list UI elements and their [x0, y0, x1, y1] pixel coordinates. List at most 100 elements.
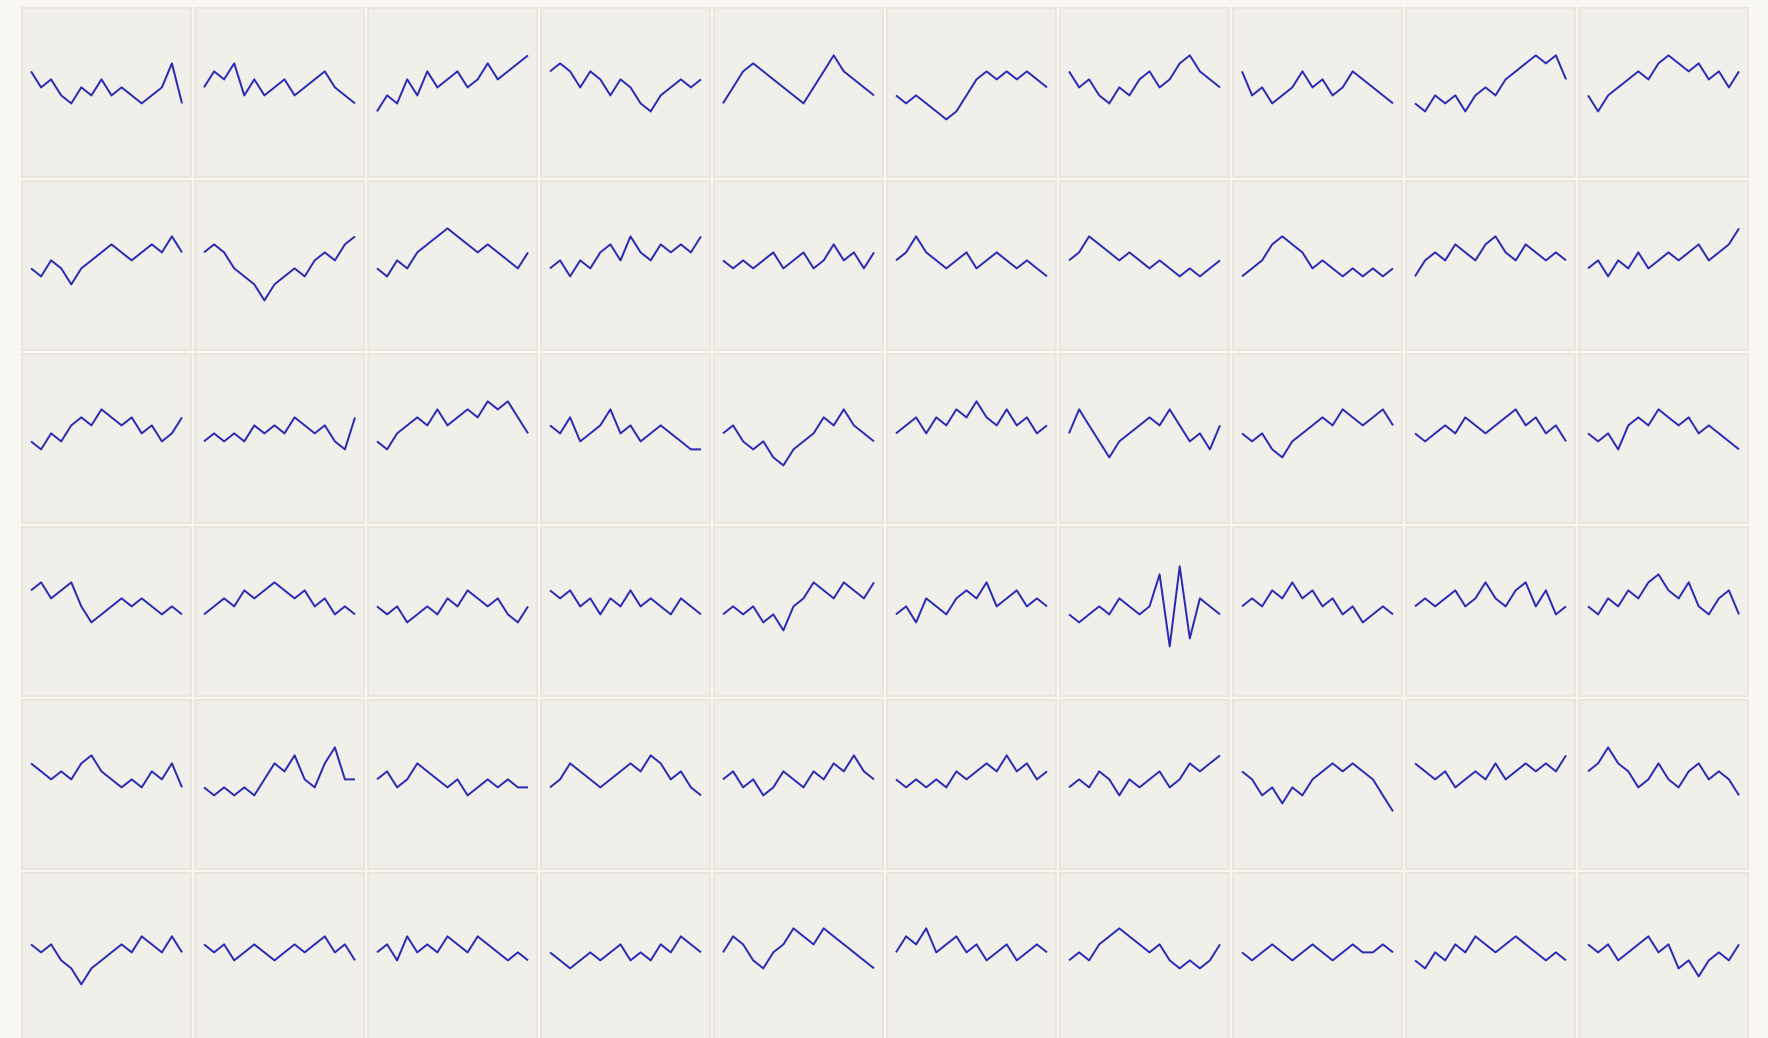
sparkline: [722, 54, 875, 105]
panel: [194, 353, 365, 524]
panel: [886, 526, 1057, 697]
sparkline: [549, 62, 702, 113]
sparkline: [376, 589, 529, 624]
sparkline: [203, 235, 356, 302]
sparkline: [895, 754, 1048, 789]
panel: [1578, 353, 1749, 524]
sparkline: [30, 408, 183, 451]
panel: [194, 526, 365, 697]
panel: [713, 353, 884, 524]
panel: [886, 180, 1057, 351]
sparkline: [722, 927, 875, 970]
sparkline: [1587, 573, 1740, 616]
panel: [540, 526, 711, 697]
sparkline: [895, 581, 1048, 624]
sparkline: [1068, 54, 1221, 105]
panel: [886, 872, 1057, 1038]
panel: [886, 699, 1057, 870]
sparkline: [895, 400, 1048, 435]
sparkline: [1241, 762, 1394, 812]
panel: [1232, 526, 1403, 697]
panel: [194, 180, 365, 351]
panel: [1059, 872, 1230, 1038]
panel: [713, 7, 884, 178]
sparkline: [1414, 754, 1567, 789]
sparkline: [1241, 581, 1394, 624]
sparkline: [549, 589, 702, 616]
sparkline: [549, 754, 702, 797]
panel: [1059, 7, 1230, 178]
sparkline: [30, 754, 183, 789]
panel: [540, 699, 711, 870]
sparkline: [1587, 54, 1740, 113]
sparkline: [722, 243, 875, 270]
panel: [540, 353, 711, 524]
sparkline: [722, 408, 875, 467]
sparkline: [376, 762, 528, 797]
panel: [194, 7, 365, 178]
panel: [21, 180, 192, 351]
panel: [194, 699, 365, 870]
panel: [713, 180, 884, 351]
sparkline: [895, 70, 1048, 121]
sparkline: [203, 62, 356, 105]
panel: [367, 526, 538, 697]
sparkline: [30, 235, 183, 286]
panel: [367, 7, 538, 178]
panel: [1405, 353, 1576, 524]
panel: [540, 872, 711, 1038]
panel: [21, 7, 192, 178]
sparkline: [1414, 235, 1567, 277]
sparkline: [1587, 746, 1740, 796]
sparkline: [1414, 54, 1567, 113]
panel: [1232, 353, 1403, 524]
sparkline: [1068, 754, 1221, 797]
panel: [21, 699, 192, 870]
sparkline: [549, 408, 701, 451]
panel: [367, 872, 538, 1038]
sparkline: [1587, 227, 1740, 278]
sparkline: [1414, 408, 1567, 443]
panel: [1578, 872, 1749, 1038]
panel: [1578, 699, 1749, 870]
panel: [713, 872, 884, 1038]
panel: [1405, 872, 1576, 1038]
sparkline: [376, 400, 529, 451]
panel: [1578, 526, 1749, 697]
sparkline: [722, 581, 875, 632]
panel: [1232, 872, 1403, 1038]
sparkline: [1241, 943, 1394, 962]
sparkline: [722, 754, 875, 797]
sparkline: [30, 935, 183, 986]
panel: [886, 353, 1057, 524]
sparkline: [1068, 408, 1221, 459]
sparkline: [549, 935, 702, 970]
sparkline: [549, 235, 702, 278]
sparkline: [1587, 935, 1740, 978]
sparkline: [1068, 235, 1221, 278]
sparkline: [1068, 927, 1221, 970]
panel: [713, 526, 884, 697]
sparkline: [1068, 565, 1221, 648]
panel: [540, 7, 711, 178]
panel: [1232, 699, 1403, 870]
sparkline: [1414, 935, 1567, 970]
panel: [1232, 7, 1403, 178]
panel: [540, 180, 711, 351]
sparkline: [376, 54, 529, 112]
sparkline: [1587, 408, 1740, 451]
sparkline: [1414, 581, 1567, 616]
sparkline: [1241, 70, 1394, 105]
sparkline: [30, 62, 183, 105]
sparkline: [203, 746, 355, 797]
panel: [1578, 7, 1749, 178]
sparkline: [30, 581, 183, 624]
sparkline: [203, 416, 356, 451]
panel: [367, 180, 538, 351]
sparkline: [895, 235, 1048, 278]
sparkline: [376, 935, 529, 962]
panel: [367, 353, 538, 524]
sparkline: [203, 581, 356, 616]
